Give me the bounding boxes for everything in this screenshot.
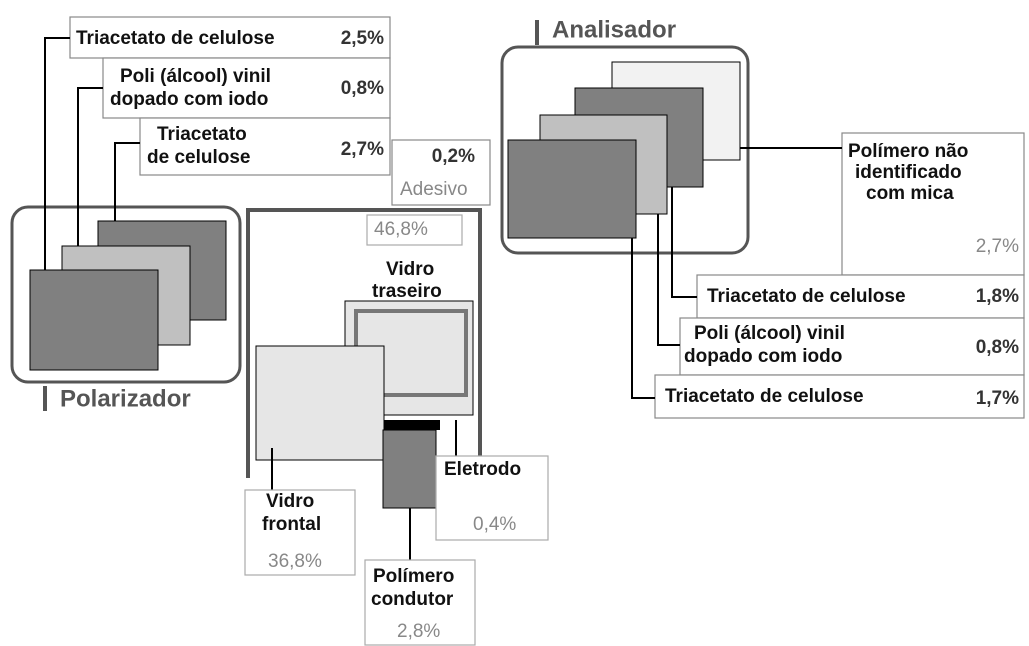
- layer-name: Triacetato de celulose: [76, 28, 275, 49]
- layer-name: identificado: [855, 162, 962, 183]
- front-glass: [255, 345, 385, 461]
- label-box: [139, 117, 391, 176]
- label-box: [435, 455, 549, 541]
- leader: [44, 37, 70, 270]
- group-frame: [10, 205, 242, 384]
- label-box: [391, 139, 491, 206]
- leader: [77, 87, 103, 246]
- rear-glass-share: 46,8%: [374, 219, 428, 240]
- electrode: [384, 420, 440, 430]
- layer-share: 1,7%: [976, 388, 1019, 409]
- adhesive-name: Adesivo: [400, 179, 468, 200]
- layer-share: 0,8%: [976, 337, 1019, 358]
- layer-name: Triacetato de celulose: [665, 386, 864, 407]
- polymer-name: condutor: [371, 589, 454, 610]
- layer-name: Poli (álcool) vinil: [694, 323, 845, 344]
- adhesive-share: 0,2%: [432, 146, 475, 167]
- layer-name: Triacetato: [157, 124, 247, 145]
- group-title: Polarizador: [60, 385, 191, 412]
- leader: [114, 142, 140, 221]
- label-box: [364, 559, 476, 646]
- polymer-name: Polímero: [373, 566, 454, 587]
- group-title: Analisador: [552, 16, 676, 43]
- rear-glass-name: traseiro: [372, 281, 442, 302]
- polymer-share: 2,8%: [397, 621, 440, 642]
- leader: [671, 187, 697, 298]
- cell: 46,8% Vidro traseiro Eletrodo 0,4% Vidro…: [244, 208, 549, 646]
- front-glass-name: frontal: [262, 514, 321, 535]
- layer-share: 2,5%: [341, 28, 384, 49]
- layer-sheet: [507, 139, 637, 239]
- label-box: [244, 489, 356, 576]
- leader: [631, 238, 655, 399]
- front-glass-name: Vidro: [266, 491, 314, 512]
- label-box: [654, 374, 1025, 419]
- layer-name: Polímero não: [848, 141, 968, 162]
- label-box: [102, 57, 391, 119]
- group-frame: [500, 45, 750, 255]
- analyzer: Analisador Polímero não identificado com…: [500, 16, 1025, 419]
- electrode-name: Eletrodo: [444, 459, 521, 480]
- layer-name: com mica: [866, 183, 954, 204]
- layer-name: Poli (álcool) vinil: [120, 66, 271, 87]
- label-box: [366, 214, 463, 246]
- layer-name: dopado com iodo: [684, 346, 842, 367]
- conductive-polymer: [382, 429, 437, 509]
- label-box: [841, 132, 1025, 276]
- polarizer: Triacetato de celulose 2,5% Poli (álcool…: [10, 16, 391, 412]
- label-box: [679, 317, 1025, 376]
- layer-share: 0,8%: [341, 78, 384, 99]
- electrode-share: 0,4%: [473, 514, 516, 535]
- layer-share: 2,7%: [976, 236, 1019, 257]
- layer-name: Triacetato de celulose: [707, 286, 906, 307]
- layer-share: 2,7%: [341, 139, 384, 160]
- rear-glass-name: Vidro: [386, 259, 434, 280]
- front-glass-share: 36,8%: [268, 551, 322, 572]
- layer-name: dopado com iodo: [110, 89, 268, 110]
- layer-sheet: [29, 269, 159, 371]
- leader: [657, 214, 680, 346]
- layer-name: de celulose: [147, 147, 251, 168]
- label-box: [69, 16, 391, 59]
- layer-share: 1,8%: [976, 286, 1019, 307]
- label-box: [696, 274, 1025, 319]
- cell-frame: [246, 208, 482, 478]
